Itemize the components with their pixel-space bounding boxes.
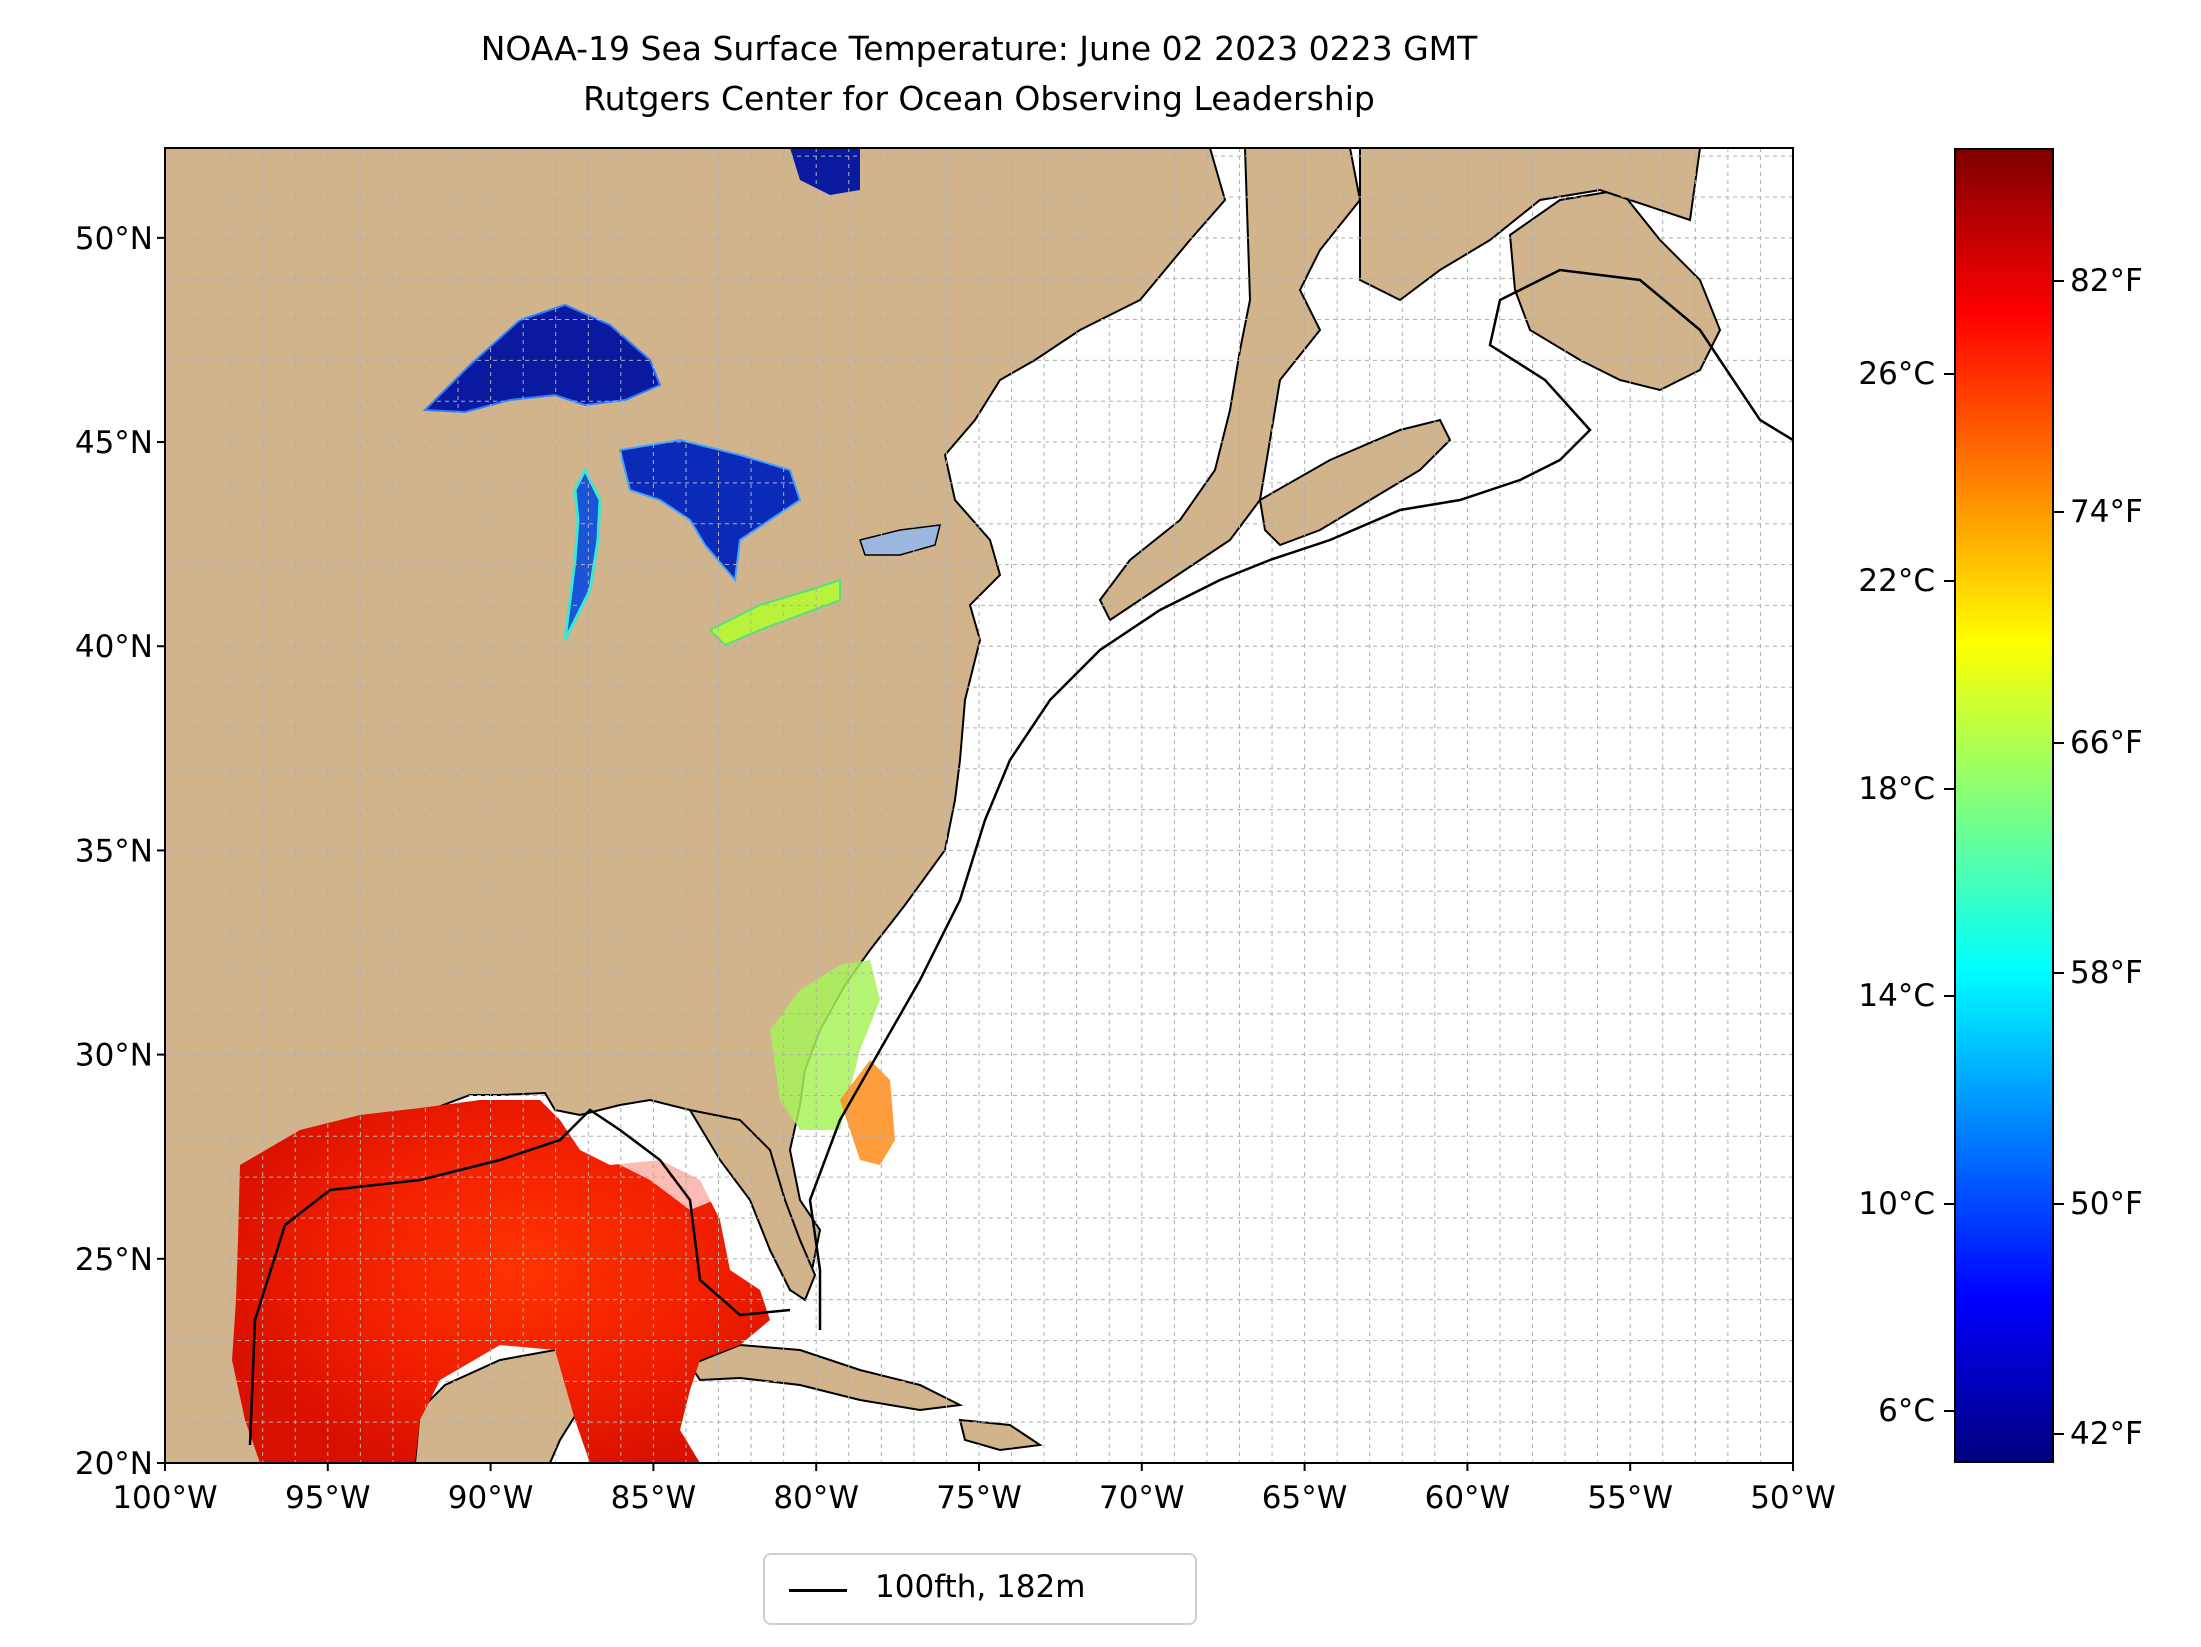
land-hispaniola xyxy=(958,1418,1043,1452)
chart-subtitle: Rutgers Center for Ocean Observing Leade… xyxy=(583,79,1375,118)
fahrenheit-tick-label: 58°F xyxy=(2070,955,2143,992)
lat-tick-label: 20°N xyxy=(75,1446,153,1482)
legend-label: 100fth, 182m xyxy=(875,1569,1086,1605)
fahrenheit-tick-mark xyxy=(2054,280,2064,283)
lat-tick-label: 30°N xyxy=(75,1038,153,1074)
colorbar xyxy=(1954,148,2054,1463)
celsius-tick-label: 18°C xyxy=(1858,770,1935,807)
sst-atlantic-south xyxy=(770,960,880,1130)
fahrenheit-tick-label: 66°F xyxy=(2070,724,2143,761)
lat-tick-label: 35°N xyxy=(75,833,153,869)
lake-huron xyxy=(618,438,802,583)
lon-tick-label: 55°W xyxy=(1587,1480,1673,1516)
fahrenheit-tick-label: 82°F xyxy=(2070,263,2143,300)
lon-tick-label: 85°W xyxy=(611,1480,697,1516)
isobath-100fth xyxy=(808,268,1794,1330)
celsius-tick-mark xyxy=(1944,1202,1954,1205)
celsius-tick-label: 14°C xyxy=(1858,978,1935,1015)
lake-erie xyxy=(708,578,841,647)
lat-tick-label: 40°N xyxy=(75,629,153,665)
celsius-tick-mark xyxy=(1944,580,1954,583)
fahrenheit-tick-mark xyxy=(2054,1202,2064,1205)
fahrenheit-tick-label: 50°F xyxy=(2070,1185,2143,1222)
longitude-labels: 100°W 95°W 90°W 85°W 80°W 75°W 70°W 65°W 60°W 55°… xyxy=(112,1463,1836,1516)
fahrenheit-tick-mark xyxy=(2054,741,2064,744)
fahrenheit-tick-label: 74°F xyxy=(2070,493,2143,530)
lat-tick-label: 50°N xyxy=(75,221,153,257)
celsius-tick-label: 22°C xyxy=(1858,563,1935,600)
lon-tick-label: 60°W xyxy=(1425,1480,1511,1516)
lon-tick-label: 65°W xyxy=(1262,1480,1348,1516)
lon-tick-label: 80°W xyxy=(773,1480,859,1516)
map-grid xyxy=(164,148,1794,1464)
land-nova-scotia xyxy=(1258,418,1452,547)
latitude-labels: 20°N 25°N 30°N 35°N 40°N 45°N 50°N xyxy=(75,221,165,1482)
celsius-tick-mark xyxy=(1944,1410,1954,1413)
map-legend: 100fth, 182m xyxy=(763,1553,1197,1625)
lon-tick-label: 50°W xyxy=(1750,1480,1836,1516)
celsius-tick-label: 26°C xyxy=(1858,355,1935,392)
celsius-tick-mark xyxy=(1944,995,1954,998)
celsius-tick-label: 10°C xyxy=(1858,1185,1935,1222)
chart-title: NOAA-19 Sea Surface Temperature: June 02… xyxy=(480,29,1478,68)
fahrenheit-tick-label: 42°F xyxy=(2070,1416,2143,1453)
lat-tick-label: 25°N xyxy=(75,1242,153,1278)
fahrenheit-tick-mark xyxy=(2054,510,2064,513)
lake-ontario xyxy=(859,524,941,556)
sst-gulf-of-mexico xyxy=(232,1100,770,1463)
celsius-tick-label: 6°C xyxy=(1878,1393,1935,1430)
lon-tick-label: 90°W xyxy=(448,1480,534,1516)
land-maritimes xyxy=(1098,148,1362,622)
celsius-tick-mark xyxy=(1944,787,1954,790)
lon-tick-label: 95°W xyxy=(285,1480,371,1516)
lat-tick-label: 45°N xyxy=(75,425,153,461)
land-cuba xyxy=(688,1343,964,1412)
lon-tick-label: 70°W xyxy=(1099,1480,1185,1516)
lake-michigan xyxy=(563,466,602,641)
fahrenheit-tick-mark xyxy=(2054,972,2064,975)
isobath-gulf xyxy=(248,1108,791,1446)
legend-line-swatch xyxy=(789,1589,847,1592)
celsius-tick-mark xyxy=(1944,372,1954,375)
lon-tick-label: 75°W xyxy=(936,1480,1022,1516)
fahrenheit-tick-mark xyxy=(2054,1433,2064,1436)
lon-tick-label: 100°W xyxy=(112,1480,217,1516)
hudson-bay-water xyxy=(790,148,860,195)
